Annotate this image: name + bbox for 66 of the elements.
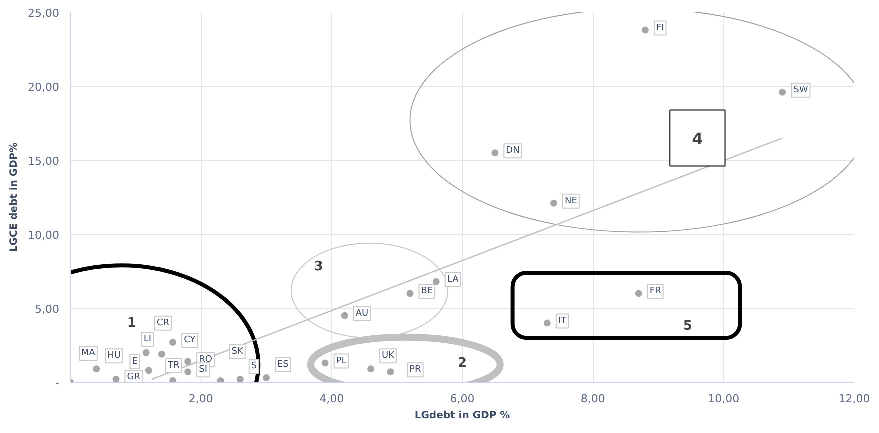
x-tick-label: 2,00: [188, 392, 214, 406]
point: [236, 376, 244, 382]
point: [112, 376, 120, 382]
annotation: E: [132, 356, 138, 367]
annotation: PL: [336, 356, 347, 366]
annotation: ES: [278, 360, 290, 370]
point: [635, 290, 642, 298]
point: [322, 360, 329, 367]
annotation: 4: [692, 129, 704, 148]
x-tick-label: 4,00: [320, 392, 344, 406]
annotation: DN: [506, 146, 520, 156]
annotation: 2: [458, 356, 468, 371]
point: [142, 349, 150, 356]
annotation: LA: [447, 274, 460, 285]
annotation: MA: [82, 348, 96, 358]
point: [779, 88, 786, 96]
annotation: GR: [127, 372, 140, 383]
point: [432, 278, 440, 286]
point: [263, 374, 270, 382]
point: [184, 358, 192, 366]
point: [642, 26, 649, 34]
point: [387, 368, 394, 376]
annotation: AU: [356, 308, 369, 319]
annotation: SK: [232, 347, 244, 358]
annotation: 3: [314, 260, 324, 275]
point: [341, 312, 348, 320]
y-tick-label: 25,00: [28, 7, 60, 20]
annotation: BE: [421, 286, 434, 297]
point: [93, 366, 100, 373]
annotation: HU: [108, 351, 121, 362]
annotation: PR: [410, 365, 422, 376]
annotation: NE: [564, 196, 578, 206]
y-tick-label: 15,00: [28, 155, 60, 168]
annotation: SW: [794, 85, 808, 96]
annotation: CY: [184, 336, 196, 346]
point: [145, 367, 152, 374]
annotation: 1: [127, 316, 136, 331]
point: [550, 200, 558, 207]
annotation: LI: [144, 334, 152, 345]
y-tick-label: 10,00: [28, 229, 60, 242]
point: [184, 368, 192, 376]
point: [544, 320, 551, 327]
point: [368, 366, 375, 373]
annotation: RO: [199, 354, 212, 365]
annotation: FR: [650, 286, 662, 297]
point: [406, 290, 414, 298]
annotation: UK: [382, 351, 396, 362]
annotation: S: [251, 362, 258, 372]
annotation: TR: [167, 361, 180, 372]
x-tick-label: 10,00: [708, 392, 740, 406]
x-tick-label: 6,00: [450, 392, 475, 406]
point: [170, 339, 177, 346]
y-tick-label: -: [56, 377, 60, 390]
x-tick-label: 8,00: [580, 392, 606, 406]
y-axis-title: LGCE debt in GDP%: [9, 142, 20, 252]
annotation: IT: [558, 316, 568, 326]
annotation: CR: [156, 318, 170, 328]
annotation: 5: [683, 318, 692, 334]
y-tick-label: 20,00: [28, 81, 60, 94]
annotation: SI: [199, 365, 208, 376]
y-tick-label: 5,00: [35, 303, 60, 316]
x-tick-label: 12,00: [838, 392, 870, 406]
annotation: FI: [656, 23, 664, 34]
x-axis-title: LGdebt in GDP %: [414, 410, 510, 422]
point: [492, 150, 499, 157]
point: [158, 350, 166, 358]
